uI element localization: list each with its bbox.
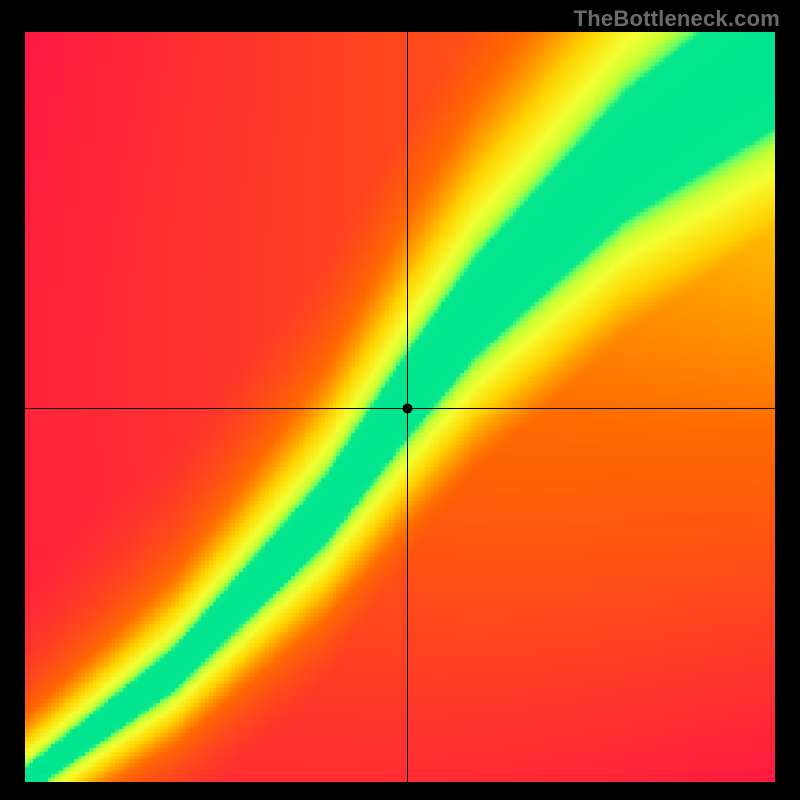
source-watermark: TheBottleneck.com bbox=[574, 6, 780, 32]
chart-container: TheBottleneck.com bbox=[0, 0, 800, 800]
plot-area bbox=[25, 32, 775, 782]
crosshair-horizontal bbox=[25, 408, 775, 409]
heatmap-canvas bbox=[25, 32, 775, 782]
crosshair-vertical bbox=[407, 32, 408, 782]
